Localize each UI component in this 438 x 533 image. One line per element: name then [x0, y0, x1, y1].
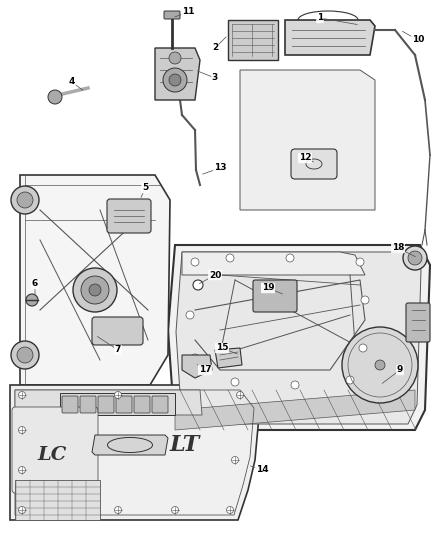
- Text: 18: 18: [392, 244, 404, 253]
- Circle shape: [356, 258, 364, 266]
- Text: 3: 3: [212, 74, 218, 83]
- Polygon shape: [240, 70, 375, 210]
- Circle shape: [191, 258, 199, 266]
- Polygon shape: [92, 435, 168, 455]
- Polygon shape: [175, 390, 415, 430]
- FancyBboxPatch shape: [12, 407, 98, 493]
- Text: 2: 2: [212, 44, 218, 52]
- Circle shape: [231, 378, 239, 386]
- Circle shape: [291, 381, 299, 389]
- Circle shape: [89, 284, 101, 296]
- Text: 14: 14: [256, 465, 268, 474]
- Text: 19: 19: [261, 284, 274, 293]
- Circle shape: [361, 296, 369, 304]
- Circle shape: [359, 344, 367, 352]
- Circle shape: [18, 392, 25, 399]
- Circle shape: [191, 354, 199, 362]
- Polygon shape: [20, 175, 170, 385]
- Circle shape: [26, 294, 38, 306]
- Text: 10: 10: [412, 36, 424, 44]
- Text: 4: 4: [69, 77, 75, 86]
- Circle shape: [169, 74, 181, 86]
- Circle shape: [11, 186, 39, 214]
- Text: 12: 12: [299, 154, 311, 163]
- Circle shape: [375, 360, 385, 370]
- Circle shape: [286, 254, 294, 262]
- Text: 5: 5: [142, 183, 148, 192]
- Text: LT: LT: [170, 434, 200, 456]
- FancyBboxPatch shape: [406, 303, 430, 342]
- Circle shape: [226, 506, 233, 513]
- Text: LC: LC: [37, 446, 67, 464]
- Text: 1: 1: [317, 13, 323, 22]
- FancyBboxPatch shape: [152, 396, 168, 413]
- Text: 13: 13: [214, 164, 226, 173]
- Polygon shape: [182, 355, 212, 378]
- Circle shape: [186, 311, 194, 319]
- Circle shape: [342, 327, 418, 403]
- FancyBboxPatch shape: [62, 396, 78, 413]
- Circle shape: [114, 392, 121, 399]
- FancyBboxPatch shape: [116, 396, 132, 413]
- Circle shape: [73, 268, 117, 312]
- FancyBboxPatch shape: [98, 396, 114, 413]
- Polygon shape: [176, 252, 421, 424]
- Polygon shape: [155, 48, 200, 100]
- Text: 7: 7: [115, 345, 121, 354]
- FancyBboxPatch shape: [107, 199, 151, 233]
- Circle shape: [163, 68, 187, 92]
- Text: 17: 17: [199, 366, 211, 375]
- Polygon shape: [60, 393, 175, 415]
- Text: 6: 6: [32, 279, 38, 288]
- FancyBboxPatch shape: [92, 317, 143, 345]
- Polygon shape: [15, 390, 202, 415]
- Circle shape: [346, 376, 354, 384]
- Polygon shape: [285, 20, 375, 55]
- Text: 15: 15: [216, 343, 228, 352]
- Circle shape: [18, 426, 25, 433]
- FancyBboxPatch shape: [80, 396, 96, 413]
- Circle shape: [18, 506, 25, 513]
- Circle shape: [226, 254, 234, 262]
- Circle shape: [17, 192, 33, 208]
- Polygon shape: [228, 20, 278, 60]
- Circle shape: [81, 276, 109, 304]
- Polygon shape: [15, 480, 100, 520]
- Circle shape: [18, 466, 25, 473]
- FancyBboxPatch shape: [291, 149, 337, 179]
- Polygon shape: [215, 348, 242, 368]
- Circle shape: [193, 280, 203, 290]
- Circle shape: [114, 506, 121, 513]
- Circle shape: [172, 506, 179, 513]
- Circle shape: [11, 341, 39, 369]
- Polygon shape: [168, 245, 430, 430]
- Polygon shape: [10, 385, 260, 520]
- Text: 9: 9: [397, 366, 403, 375]
- Text: 11: 11: [182, 7, 194, 17]
- Polygon shape: [182, 252, 365, 275]
- Circle shape: [403, 246, 427, 270]
- FancyBboxPatch shape: [164, 11, 180, 19]
- Text: 20: 20: [209, 271, 221, 279]
- FancyBboxPatch shape: [253, 280, 297, 312]
- Circle shape: [169, 52, 181, 64]
- Circle shape: [17, 347, 33, 363]
- Circle shape: [237, 392, 244, 399]
- Circle shape: [48, 90, 62, 104]
- FancyBboxPatch shape: [134, 396, 150, 413]
- Circle shape: [408, 251, 422, 265]
- Circle shape: [232, 456, 239, 464]
